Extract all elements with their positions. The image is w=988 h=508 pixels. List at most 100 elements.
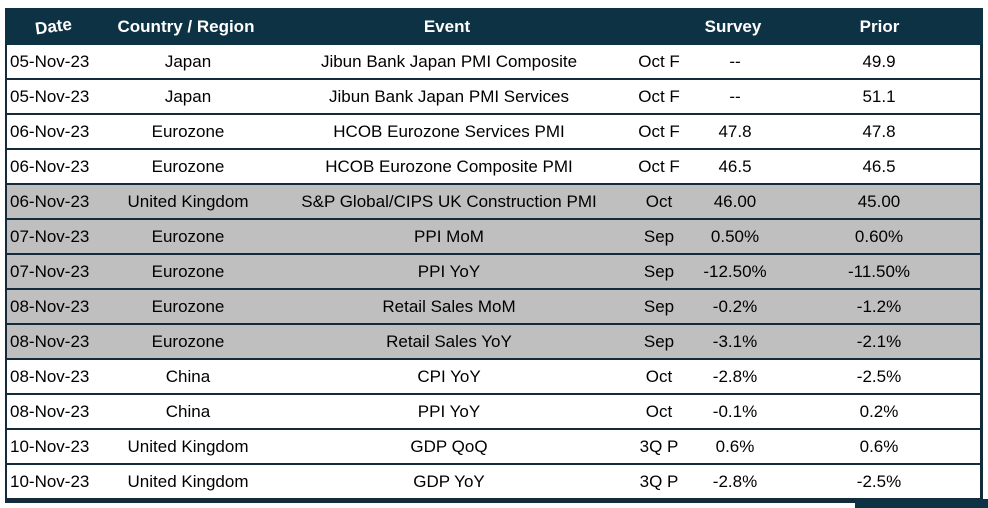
cell-period: Oct (645, 366, 673, 386)
cell-prior: 0.6% (859, 436, 899, 456)
col-header-event: Event (423, 16, 471, 36)
table-row: 08-Nov-23 Eurozone Retail Sales MoM Sep … (7, 290, 980, 325)
cell-survey: -2.8% (712, 471, 758, 491)
cell-country: Japan (164, 51, 212, 71)
cell-event: GDP QoQ (410, 436, 488, 456)
cell-period: Oct F (638, 51, 680, 71)
col-header-date: Date (33, 14, 73, 38)
cell-prior: -1.2% (856, 296, 902, 316)
cell-country: United Kingdom (127, 191, 249, 211)
cell-event: GDP YoY (413, 471, 485, 491)
cell-country: United Kingdom (127, 436, 249, 456)
cell-survey: -0.2% (712, 296, 758, 316)
cell-survey: -- (729, 51, 741, 71)
cell-prior: 45.00 (857, 191, 901, 211)
cell-date: 05-Nov-23 (10, 86, 90, 106)
cell-date: 07-Nov-23 (10, 261, 90, 281)
cell-prior: 51.1 (862, 86, 896, 106)
cell-survey: -2.8% (712, 366, 758, 386)
cell-date: 05-Nov-23 (10, 51, 90, 71)
cell-period: Sep (643, 331, 675, 351)
table-row: 10-Nov-23 United Kingdom GDP YoY 3Q P -2… (7, 465, 980, 498)
cell-prior: -2.5% (856, 366, 902, 386)
cell-prior: 46.5 (862, 156, 896, 176)
table-row: 06-Nov-23 Eurozone HCOB Eurozone Service… (7, 115, 980, 150)
cell-prior: 0.2% (859, 401, 899, 421)
cell-survey: -- (729, 86, 741, 106)
cell-date: 06-Nov-23 (10, 191, 90, 211)
cell-country: China (165, 366, 211, 386)
table-row: 08-Nov-23 Eurozone Retail Sales YoY Sep … (7, 325, 980, 360)
cell-period: Sep (643, 226, 675, 246)
table-header-row: Date Country / Region Event Survey Prior (5, 8, 983, 45)
cell-country: Eurozone (151, 156, 225, 176)
cell-survey: 0.6% (715, 436, 755, 456)
cell-survey: -3.1% (712, 331, 758, 351)
footer-accent-bar (855, 499, 988, 508)
cell-country: United Kingdom (127, 471, 249, 491)
cell-period: 3Q P (639, 471, 679, 491)
cell-country: Eurozone (151, 121, 225, 141)
col-header-country: Country / Region (117, 16, 255, 36)
cell-period: Oct (645, 401, 673, 421)
cell-prior: 47.8 (862, 121, 896, 141)
cell-country: Eurozone (151, 296, 225, 316)
cell-event: PPI YoY (417, 401, 481, 421)
cell-prior: -2.1% (856, 331, 902, 351)
col-header-prior: Prior (859, 16, 900, 36)
cell-period: Sep (643, 261, 675, 281)
cell-date: 10-Nov-23 (10, 436, 90, 456)
cell-date: 08-Nov-23 (10, 366, 90, 386)
cell-survey: 46.00 (713, 191, 757, 211)
cell-prior: -2.5% (856, 471, 902, 491)
cell-country: Japan (164, 86, 212, 106)
cell-period: 3Q P (639, 436, 679, 456)
table-row: 07-Nov-23 Eurozone PPI YoY Sep -12.50% -… (7, 255, 980, 290)
economic-calendar-table: Date Country / Region Event Survey Prior… (5, 8, 983, 503)
cell-country: Eurozone (151, 226, 225, 246)
table-body: 05-Nov-23 Japan Jibun Bank Japan PMI Com… (5, 45, 983, 503)
cell-date: 07-Nov-23 (10, 226, 90, 246)
cell-event: CPI YoY (417, 366, 481, 386)
cell-event: Jibun Bank Japan PMI Composite (320, 51, 578, 71)
cell-period: Oct F (638, 156, 680, 176)
cell-event: PPI MoM (414, 226, 484, 246)
cell-country: Eurozone (151, 261, 225, 281)
cell-event: Retail Sales MoM (382, 296, 516, 316)
table-row: 05-Nov-23 Japan Jibun Bank Japan PMI Com… (7, 45, 980, 80)
table-row: 06-Nov-23 United Kingdom S&P Global/CIPS… (7, 185, 980, 220)
cell-event: Retail Sales YoY (386, 331, 512, 351)
cell-prior: -11.50% (847, 261, 911, 281)
cell-event: PPI YoY (417, 261, 481, 281)
cell-survey: -0.1% (712, 401, 758, 421)
cell-event: S&P Global/CIPS UK Construction PMI (301, 191, 597, 211)
cell-period: Oct F (638, 121, 680, 141)
table-row: 08-Nov-23 China PPI YoY Oct -0.1% 0.2% (7, 395, 980, 430)
cell-survey: 0.50% (710, 226, 760, 246)
cell-date: 08-Nov-23 (10, 401, 90, 421)
cell-survey: 46.5 (718, 156, 752, 176)
table-row: 08-Nov-23 China CPI YoY Oct -2.8% -2.5% (7, 360, 980, 395)
cell-date: 08-Nov-23 (10, 296, 90, 316)
cell-event: Jibun Bank Japan PMI Services (328, 86, 569, 106)
cell-date: 10-Nov-23 (10, 471, 90, 491)
table-row: 05-Nov-23 Japan Jibun Bank Japan PMI Ser… (7, 80, 980, 115)
cell-survey: 47.8 (718, 121, 752, 141)
cell-event: HCOB Eurozone Services PMI (333, 121, 565, 141)
cell-event: HCOB Eurozone Composite PMI (325, 156, 573, 176)
cell-prior: 49.9 (862, 51, 896, 71)
col-header-survey: Survey (704, 16, 762, 36)
cell-country: China (165, 401, 211, 421)
table-row: 06-Nov-23 Eurozone HCOB Eurozone Composi… (7, 150, 980, 185)
cell-country: Eurozone (151, 331, 225, 351)
cell-period: Oct (645, 191, 673, 211)
cell-survey: -12.50% (703, 261, 767, 281)
table-row: 07-Nov-23 Eurozone PPI MoM Sep 0.50% 0.6… (7, 220, 980, 255)
cell-date: 06-Nov-23 (10, 121, 90, 141)
cell-prior: 0.60% (854, 226, 904, 246)
cell-date: 08-Nov-23 (10, 331, 90, 351)
cell-period: Sep (643, 296, 675, 316)
cell-date: 06-Nov-23 (10, 156, 90, 176)
table-row: 10-Nov-23 United Kingdom GDP QoQ 3Q P 0.… (7, 430, 980, 465)
cell-period: Oct F (638, 86, 680, 106)
